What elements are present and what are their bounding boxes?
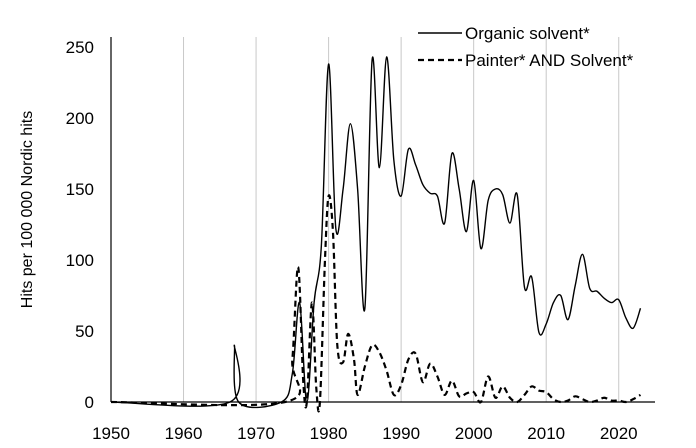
legend: Organic solvent* Painter* AND Solvent* bbox=[418, 24, 634, 70]
legend-label-1: Organic solvent* bbox=[465, 24, 590, 43]
y-axis-label: Hits per 100 000 Nordic hits bbox=[19, 111, 36, 308]
axes bbox=[110, 37, 655, 403]
x-tick-label-1960: 1960 bbox=[165, 424, 203, 443]
y-tick-label-200: 200 bbox=[66, 109, 94, 128]
grid-lines bbox=[183, 37, 620, 402]
x-tick-labels: 1950 1960 1970 1980 1990 2000 2010 2020 bbox=[92, 424, 638, 443]
series-lines bbox=[110, 56, 642, 413]
x-tick-label-1970: 1970 bbox=[237, 424, 275, 443]
legend-label-2: Painter* AND Solvent* bbox=[465, 51, 634, 70]
y-tick-label-50: 50 bbox=[75, 322, 94, 341]
y-tick-labels: 0 50 100 150 200 250 bbox=[66, 38, 94, 412]
x-tick-label-2000: 2000 bbox=[455, 424, 493, 443]
y-tick-label-100: 100 bbox=[66, 251, 94, 270]
series-line-organic-solvent bbox=[110, 56, 642, 409]
x-tick-label-2020: 2020 bbox=[600, 424, 638, 443]
y-tick-label-150: 150 bbox=[66, 180, 94, 199]
series-line-painter-and-solvent bbox=[110, 194, 642, 413]
y-tick-label-0: 0 bbox=[85, 393, 94, 412]
y-tick-label-250: 250 bbox=[66, 38, 94, 57]
x-tick-label-1980: 1980 bbox=[310, 424, 348, 443]
x-tick-label-1990: 1990 bbox=[382, 424, 420, 443]
x-tick-label-2010: 2010 bbox=[527, 424, 565, 443]
x-tick-label-1950: 1950 bbox=[92, 424, 130, 443]
